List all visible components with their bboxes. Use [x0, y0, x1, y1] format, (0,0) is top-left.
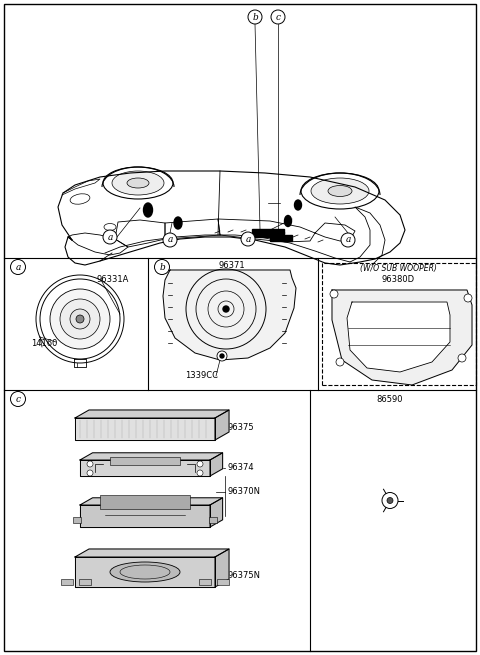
Polygon shape: [163, 270, 296, 360]
Circle shape: [60, 299, 100, 339]
Circle shape: [70, 309, 90, 329]
Circle shape: [197, 470, 203, 476]
Circle shape: [241, 232, 255, 246]
Circle shape: [336, 358, 344, 366]
Ellipse shape: [285, 215, 291, 227]
Circle shape: [341, 233, 355, 247]
Polygon shape: [75, 557, 215, 587]
Ellipse shape: [144, 203, 153, 217]
Text: b: b: [252, 12, 258, 22]
Circle shape: [103, 230, 117, 244]
Text: 96380D: 96380D: [382, 276, 415, 284]
Ellipse shape: [295, 200, 301, 210]
Circle shape: [197, 461, 203, 467]
Polygon shape: [75, 410, 229, 418]
Polygon shape: [210, 453, 223, 476]
Text: b: b: [159, 263, 165, 272]
Bar: [217, 579, 229, 585]
Text: 14160: 14160: [31, 339, 57, 348]
Polygon shape: [80, 453, 223, 460]
Text: a: a: [345, 236, 351, 244]
Bar: [73, 517, 81, 523]
Polygon shape: [215, 410, 229, 440]
Ellipse shape: [103, 167, 173, 199]
Circle shape: [248, 10, 262, 24]
Polygon shape: [75, 549, 229, 557]
Text: c: c: [276, 12, 280, 22]
Polygon shape: [215, 549, 229, 587]
Text: a: a: [108, 233, 113, 242]
Text: 96375: 96375: [228, 424, 254, 432]
Text: a: a: [168, 236, 173, 244]
Circle shape: [220, 354, 224, 358]
Polygon shape: [80, 498, 223, 505]
Bar: [61, 579, 73, 585]
Polygon shape: [332, 290, 472, 385]
Circle shape: [271, 10, 285, 24]
Circle shape: [330, 290, 338, 298]
Polygon shape: [347, 302, 450, 372]
Circle shape: [87, 470, 93, 476]
Bar: [270, 235, 292, 241]
Text: 1339CC: 1339CC: [185, 371, 218, 381]
Text: a: a: [245, 234, 251, 244]
Circle shape: [387, 498, 393, 504]
Text: 96375N: 96375N: [228, 571, 261, 580]
Circle shape: [11, 259, 25, 274]
Bar: [209, 517, 217, 523]
Ellipse shape: [110, 562, 180, 582]
Text: 96371: 96371: [219, 261, 245, 271]
Text: (W/O SUB WOOPER): (W/O SUB WOOPER): [360, 263, 436, 272]
Ellipse shape: [301, 173, 379, 209]
Polygon shape: [80, 505, 210, 527]
Circle shape: [464, 294, 472, 302]
Text: 96374: 96374: [228, 464, 254, 472]
Bar: [110, 457, 180, 465]
Bar: [322, 263, 476, 385]
Circle shape: [155, 259, 169, 274]
Circle shape: [223, 306, 229, 312]
Polygon shape: [75, 418, 215, 440]
Ellipse shape: [174, 217, 182, 229]
Bar: [252, 229, 284, 237]
Text: c: c: [15, 394, 21, 403]
Ellipse shape: [127, 178, 149, 188]
Text: a: a: [15, 263, 21, 272]
Polygon shape: [210, 498, 223, 527]
Text: 96331A: 96331A: [97, 276, 129, 284]
Circle shape: [76, 315, 84, 323]
Circle shape: [163, 233, 177, 247]
Circle shape: [458, 354, 466, 362]
Circle shape: [11, 392, 25, 407]
Ellipse shape: [311, 178, 369, 204]
Ellipse shape: [112, 171, 164, 195]
Text: 96370N: 96370N: [228, 487, 261, 496]
Bar: [100, 495, 190, 509]
Circle shape: [217, 351, 227, 361]
Circle shape: [50, 289, 110, 349]
Bar: [199, 579, 211, 585]
Text: 86590: 86590: [377, 394, 403, 403]
Ellipse shape: [328, 185, 352, 196]
Circle shape: [87, 461, 93, 467]
Bar: [79, 579, 91, 585]
Polygon shape: [80, 460, 210, 476]
